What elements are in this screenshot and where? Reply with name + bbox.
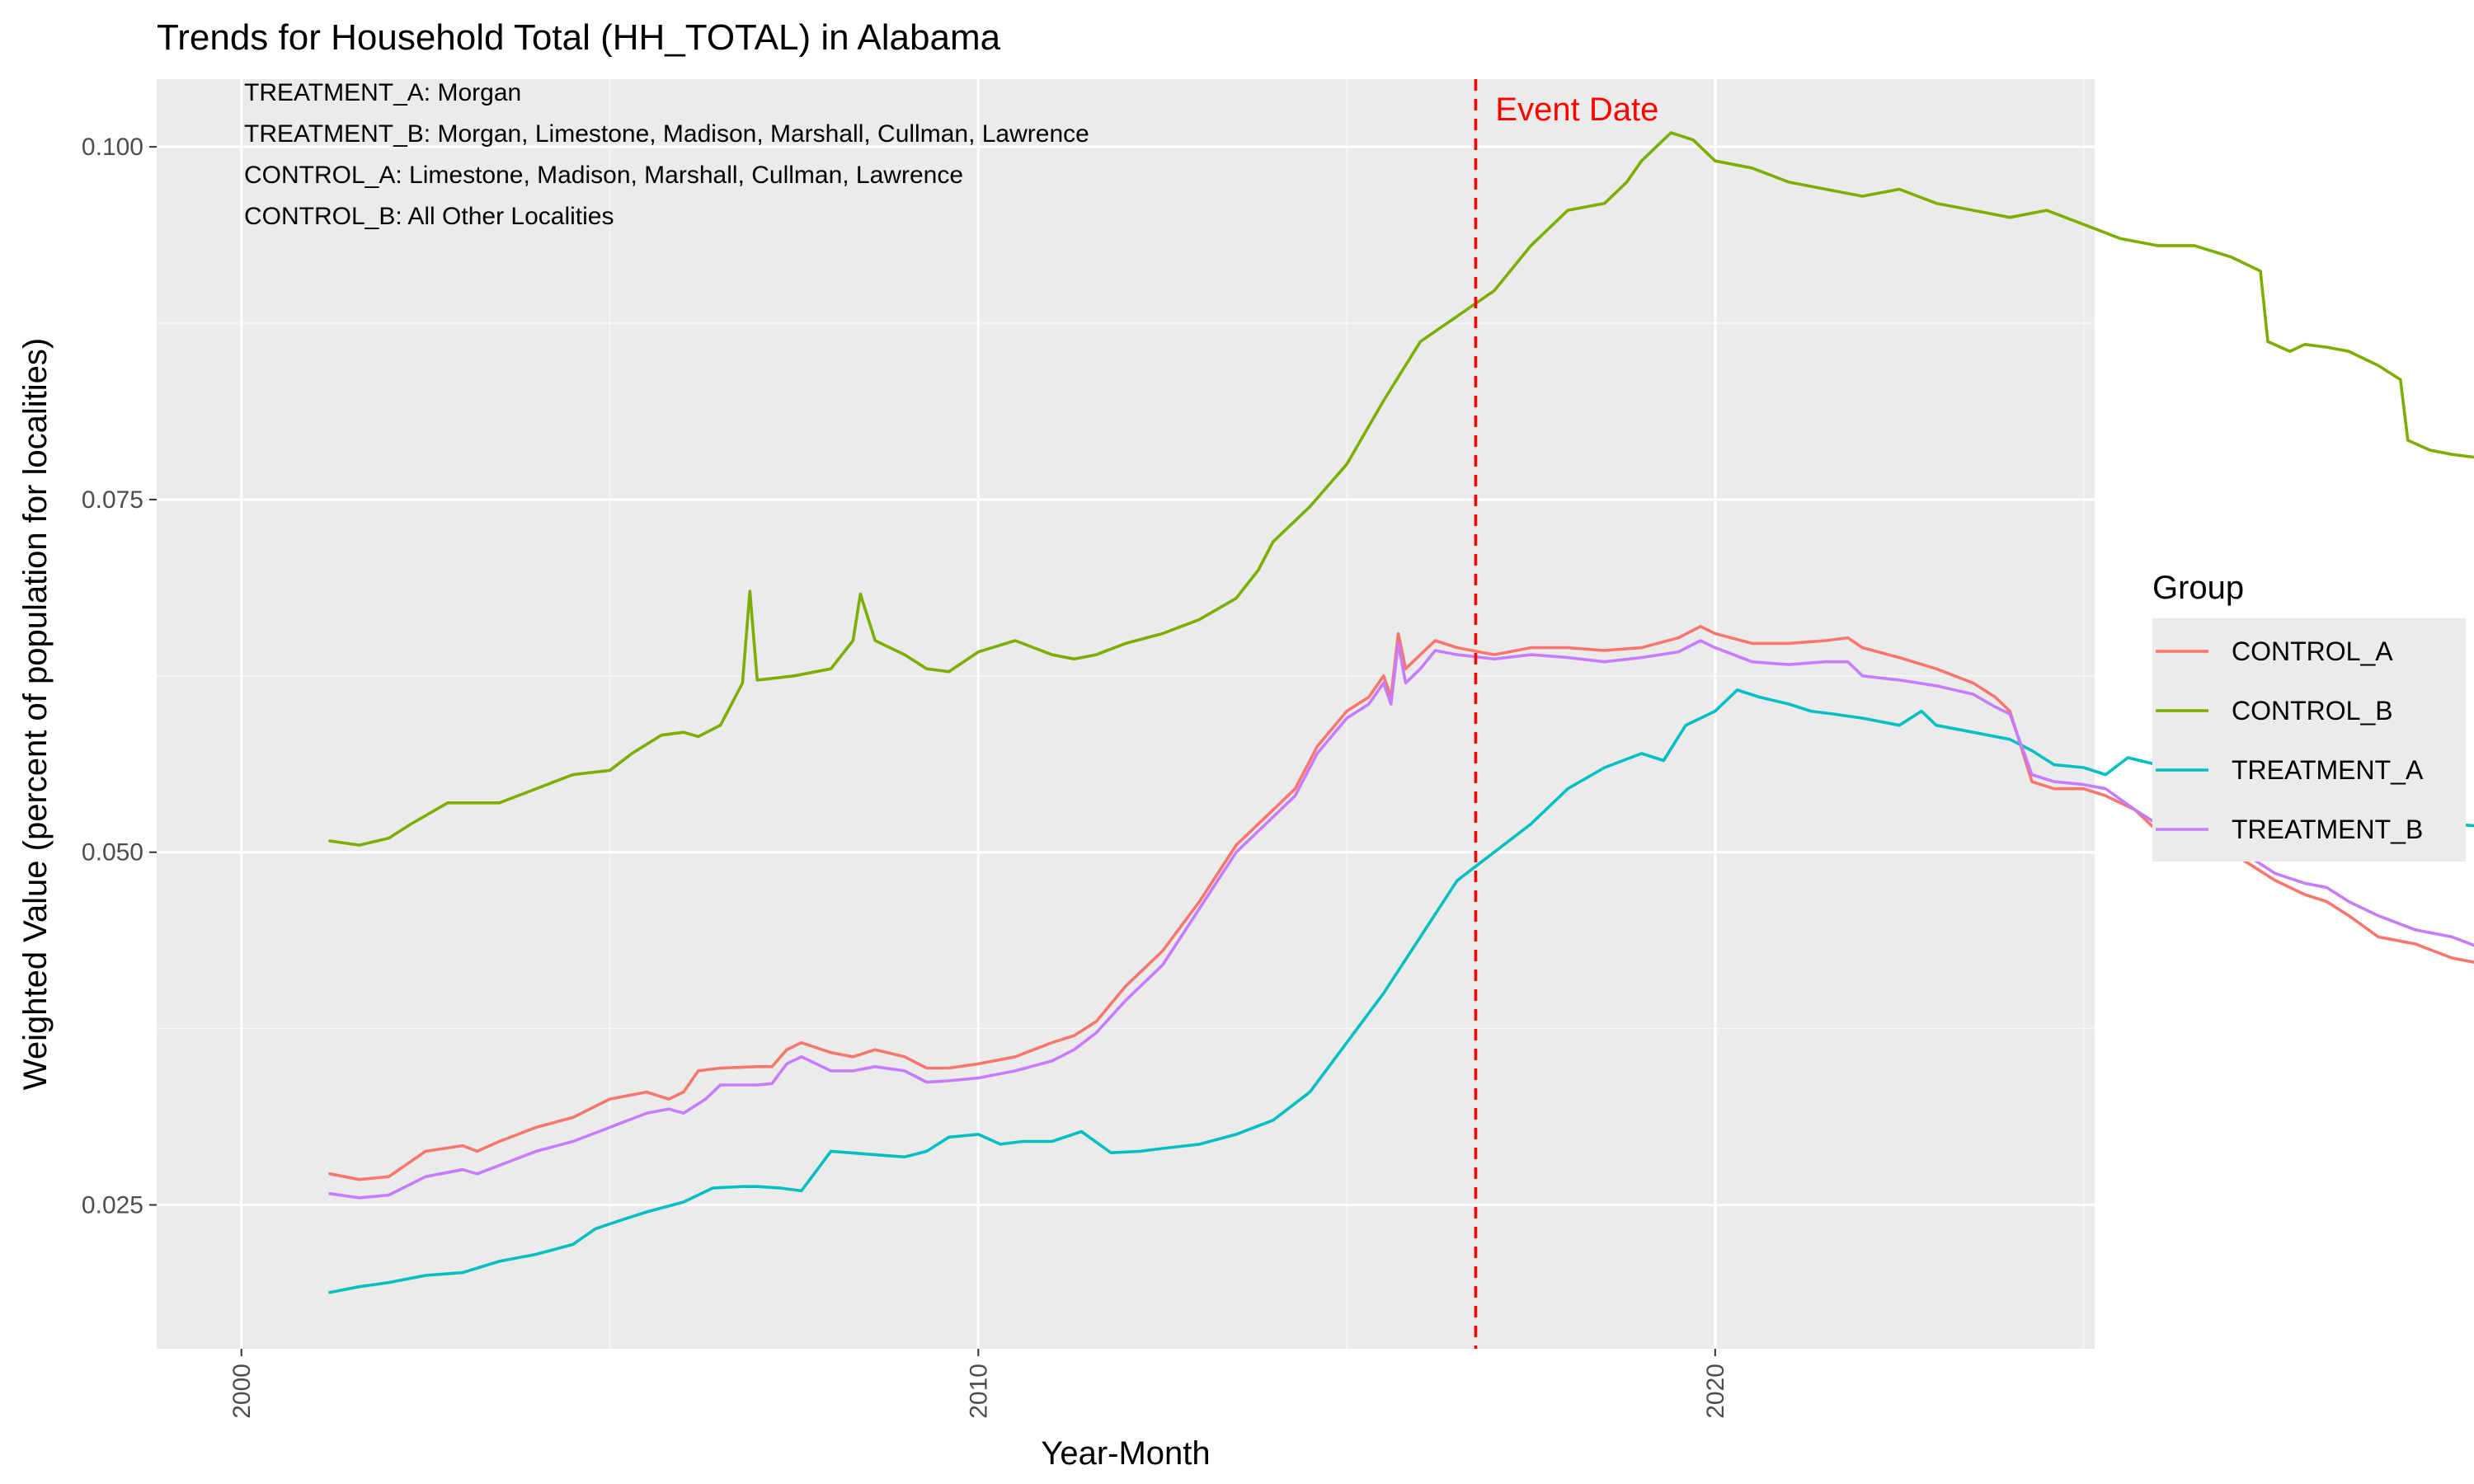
legend: Group CONTROL_A CONTROL_B TREATMENT_A TREAT… — [2152, 570, 2466, 862]
annotation-notes: TREATMENT_A: Morgan TREATMENT_B: Morgan, … — [244, 79, 1089, 230]
event-marker: Event Date — [1474, 79, 1658, 1349]
plot-panel — [157, 79, 2095, 1349]
y-tick-label: 0.075 — [82, 486, 143, 514]
x-tick-label: 2020 — [1702, 1364, 1729, 1419]
x-tick-label: 2000 — [228, 1364, 256, 1419]
x-axis-ticks: 2000 2010 2020 — [228, 1349, 1729, 1419]
chart-title: Trends for Household Total (HH_TOTAL) in… — [157, 17, 1001, 58]
annotation-text: CONTROL_B: All Other Localities — [244, 203, 614, 230]
series-line-treatment-b — [328, 639, 2474, 1200]
event-date-label: Event Date — [1495, 92, 1658, 128]
annotation-text: TREATMENT_A: Morgan — [244, 79, 521, 106]
series-line-control-a — [328, 625, 2474, 1181]
series-line-control-b — [328, 131, 2474, 847]
major-gridlines — [157, 79, 2095, 1349]
x-tick-label: 2010 — [965, 1364, 992, 1419]
legend-title: Group — [2152, 570, 2244, 606]
legend-label: TREATMENT_A — [2232, 755, 2424, 785]
legend-label: CONTROL_A — [2232, 636, 2393, 666]
y-tick-label: 0.025 — [82, 1191, 143, 1219]
y-tick-label: 0.100 — [82, 134, 143, 161]
series-line-treatment-a — [328, 688, 2474, 1294]
annotation-text: TREATMENT_B: Morgan, Limestone, Madison,… — [244, 120, 1089, 148]
y-axis-ticks: 0.025 0.050 0.075 0.100 — [82, 134, 157, 1219]
annotation-text: CONTROL_A: Limestone, Madison, Marshall,… — [244, 162, 963, 189]
legend-label: CONTROL_B — [2232, 696, 2393, 726]
legend-label: TREATMENT_B — [2232, 815, 2423, 844]
minor-gridlines — [157, 79, 2095, 1349]
x-axis-title: Year-Month — [1041, 1435, 1210, 1472]
legend-key-background — [2152, 618, 2466, 862]
y-axis-title: Weighted Value (percent of population fo… — [17, 338, 54, 1090]
y-tick-label: 0.050 — [82, 839, 143, 866]
series-lines — [328, 131, 2474, 1294]
